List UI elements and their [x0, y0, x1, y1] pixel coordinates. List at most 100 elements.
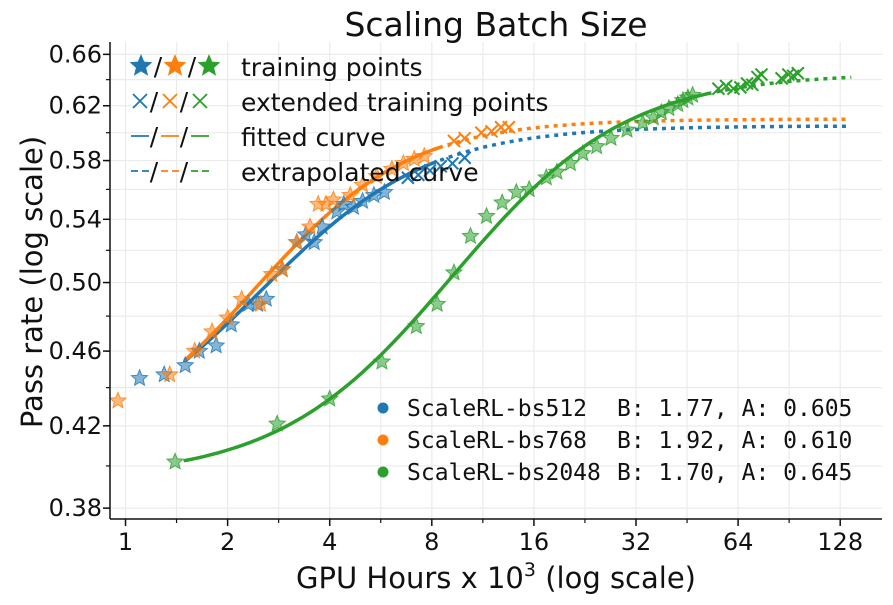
x-tick-label: 16: [519, 528, 550, 556]
extended-point: [733, 80, 748, 95]
training-point: [267, 414, 287, 432]
training-point: [683, 85, 702, 104]
extended-point: [719, 79, 733, 93]
style-legend-entry: / / extended training points: [132, 87, 548, 117]
legend-cross-icon: [162, 93, 178, 109]
extended-point: [791, 66, 805, 80]
legend-separator: /: [180, 122, 189, 151]
style-legend: / / training points / / extended training poi…: [129, 52, 548, 187]
x-tick-label: 128: [817, 528, 863, 556]
training-point: [601, 128, 621, 147]
y-tick-label: 0.58: [49, 147, 102, 175]
style-legend-label: fitted curve: [241, 123, 386, 152]
training-point: [382, 159, 402, 178]
x-tick-label: 2: [220, 528, 235, 556]
training-point: [232, 289, 251, 308]
training-point: [394, 153, 413, 172]
x-tick-label: 64: [723, 528, 754, 556]
style-legend-label: extrapolated curve: [241, 158, 479, 187]
training-point: [477, 206, 496, 225]
training-point: [547, 162, 567, 180]
legend-separator: /: [180, 157, 189, 186]
extended-point: [445, 156, 460, 171]
training-point: [353, 175, 372, 193]
grid: [110, 42, 882, 519]
legend-star-icon: [197, 54, 221, 76]
legend-separator: /: [154, 52, 163, 81]
legend-cross-icon: [132, 93, 148, 109]
training-point: [372, 352, 392, 370]
x-tick-label: 32: [621, 528, 652, 556]
style-legend-entry: / / fitted curve: [131, 122, 386, 152]
series-legend-label: ScaleRL-bs2048 B: 1.70, A: 0.645: [407, 460, 852, 486]
extrapolated-curve: [707, 75, 852, 96]
series-dot: [377, 434, 389, 446]
legend-star-icon: [163, 54, 187, 76]
extended-point: [750, 70, 765, 84]
training-point: [375, 182, 394, 201]
training-point: [573, 143, 593, 162]
fitted-curve: [183, 161, 434, 363]
legend-separator: /: [180, 87, 189, 116]
training-point: [353, 191, 372, 210]
y-tick-label: 0.50: [49, 269, 102, 297]
series-dot: [377, 466, 389, 478]
style-legend-entry: / / training points: [129, 52, 423, 82]
x-tick-label: 1: [118, 528, 133, 556]
legend-separator: /: [150, 87, 159, 116]
training-point: [461, 226, 480, 245]
legend-cross-icon: [192, 93, 208, 109]
series-legend-label: ScaleRL-bs512 B: 1.77, A: 0.605: [407, 396, 852, 422]
training-point: [304, 232, 324, 251]
training-point: [444, 262, 464, 281]
series-legend-entry: ScaleRL-bs768 B: 1.92, A: 0.610: [377, 428, 852, 454]
training-point: [617, 120, 637, 138]
series-name: ScaleRL-bs512: [407, 396, 587, 422]
training-point: [251, 294, 270, 313]
series-dot: [377, 402, 389, 414]
extended-point: [457, 151, 472, 165]
training-point: [185, 341, 205, 360]
extended-point: [754, 67, 769, 82]
legend-star-icon: [129, 54, 153, 76]
training-point: [414, 146, 434, 165]
y-tick-label: 0.62: [49, 92, 102, 120]
extended-point: [711, 81, 726, 96]
training-point: [367, 166, 386, 185]
training-point: [175, 355, 195, 374]
y-axis-label: Pass rate (log scale): [15, 136, 49, 428]
series-legend-label: ScaleRL-bs768 B: 1.92, A: 0.610: [407, 428, 852, 454]
extended-point: [484, 124, 499, 139]
style-legend-label: extended training points: [241, 88, 548, 117]
y-tick-label: 0.54: [49, 205, 102, 233]
x-axis-label: GPU Hours x 103 (log scale): [296, 559, 696, 595]
chart-title: Scaling Batch Size: [344, 5, 647, 44]
training-point: [206, 335, 226, 354]
training-point: [406, 316, 426, 335]
training-point: [427, 294, 447, 313]
training-point: [492, 192, 512, 211]
training-point: [587, 136, 607, 155]
training-point: [340, 185, 360, 204]
style-legend-label: training points: [241, 53, 423, 82]
extended-point: [401, 171, 415, 185]
legend-separator: /: [150, 122, 159, 151]
training-point: [262, 264, 282, 283]
style-legend-entry: / / extrapolated curve: [131, 157, 479, 187]
series-params: B: 1.70, A: 0.645: [617, 460, 852, 486]
training-point: [160, 364, 180, 383]
series-name: ScaleRL-bs768: [407, 428, 587, 454]
x-tick-label: 8: [424, 528, 439, 556]
extended-point: [423, 163, 437, 178]
training-point: [218, 307, 237, 326]
extended-point: [502, 120, 516, 134]
series-params: B: 1.77, A: 0.605: [617, 396, 852, 422]
training-point: [519, 179, 539, 198]
extended-point: [457, 131, 472, 145]
training-point: [506, 182, 526, 201]
training-point: [300, 217, 320, 235]
fitted-curve: [183, 91, 710, 463]
extended-point: [774, 71, 789, 86]
training-point: [324, 189, 343, 208]
